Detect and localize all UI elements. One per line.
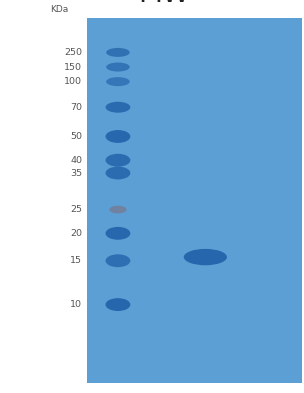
Text: 250: 250	[64, 48, 82, 57]
Ellipse shape	[184, 249, 227, 265]
Text: MW: MW	[138, 0, 190, 8]
Text: 150: 150	[64, 62, 82, 72]
Text: 25: 25	[70, 205, 82, 214]
Text: 70: 70	[70, 103, 82, 112]
Ellipse shape	[105, 154, 130, 167]
Text: 15: 15	[70, 256, 82, 265]
Text: 20: 20	[70, 229, 82, 238]
Ellipse shape	[106, 62, 130, 72]
Ellipse shape	[109, 206, 127, 213]
Ellipse shape	[105, 102, 130, 113]
Ellipse shape	[105, 298, 130, 311]
Text: KDa: KDa	[50, 5, 68, 14]
Text: 10: 10	[70, 300, 82, 309]
Ellipse shape	[105, 167, 130, 180]
Ellipse shape	[105, 254, 130, 267]
Text: 100: 100	[64, 77, 82, 86]
Ellipse shape	[105, 227, 130, 240]
Ellipse shape	[105, 130, 130, 143]
Text: 40: 40	[70, 156, 82, 165]
Ellipse shape	[106, 48, 130, 57]
Text: 50: 50	[70, 132, 82, 141]
FancyBboxPatch shape	[87, 18, 302, 383]
Ellipse shape	[106, 77, 130, 86]
Text: 35: 35	[70, 169, 82, 178]
